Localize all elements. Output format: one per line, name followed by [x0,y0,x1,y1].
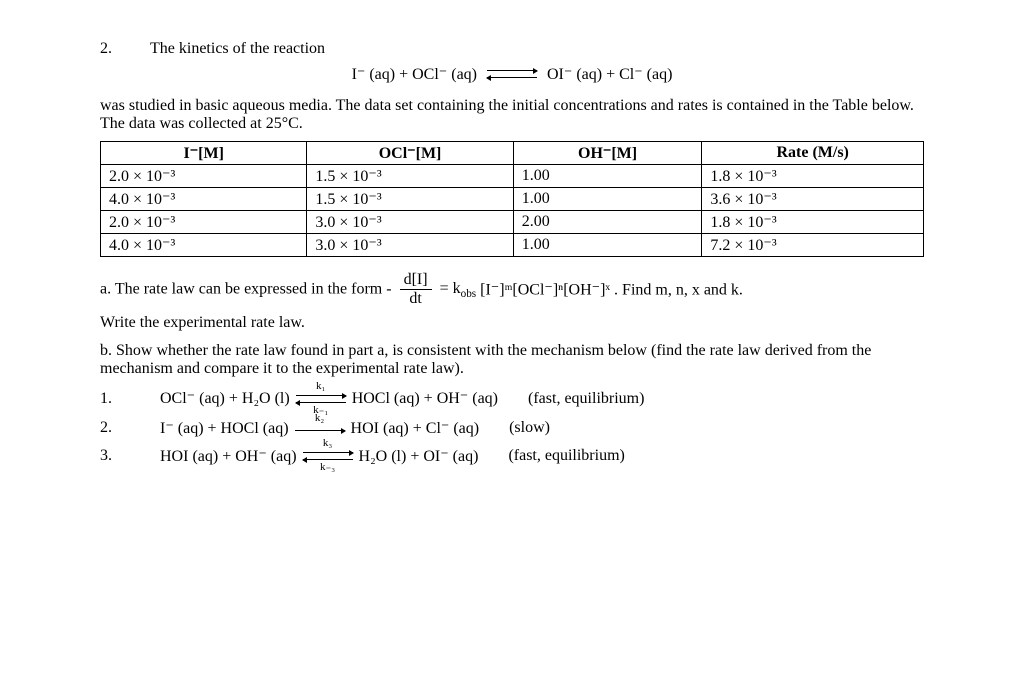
derivative-fraction: d[I] dt [400,271,432,308]
mechanism-step-number: 1. [100,390,160,408]
mechanism-left: OCl⁻ (aq) + H₂O (l) [160,390,290,407]
table-row: 4.0 × 10⁻³1.5 × 10⁻³1.003.6 × 10⁻³ [101,188,924,211]
table-cell: 3.0 × 10⁻³ [307,211,513,234]
mechanism-equation: OCl⁻ (aq) + H₂O (l) k₁k₋₁ HOCl (aq) + OH⁻ … [160,388,498,409]
table-row: 2.0 × 10⁻³3.0 × 10⁻³2.001.8 × 10⁻³ [101,211,924,234]
table-cell: 1.8 × 10⁻³ [702,211,924,234]
table-cell: 3.0 × 10⁻³ [307,234,513,257]
mechanism-list: 1.OCl⁻ (aq) + H₂O (l) k₁k₋₁ HOCl (aq) + OH… [100,388,924,467]
mechanism-right: HOCl (aq) + OH⁻ (aq) [352,390,498,407]
rate-constant-forward: k₁ [296,380,346,392]
mechanism-step: 2.I⁻ (aq) + HOCl (aq) k₂ HOI (aq) + Cl⁻ (a… [100,418,924,438]
table-cell: 1.00 [513,165,702,188]
part-a: a. The rate law can be expressed in the … [100,271,924,332]
equation-left: I⁻ (aq) + OCl⁻ (aq) [352,66,477,83]
table-cell: 7.2 × 10⁻³ [702,234,924,257]
table-cell: 1.00 [513,234,702,257]
part-b: b. Show whether the rate law found in pa… [100,342,924,378]
equilibrium-arrow-icon: k₃k₋₃ [303,447,353,467]
main-equation: I⁻ (aq) + OCl⁻ (aq) OI⁻ (aq) + Cl⁻ (aq) [100,64,924,85]
mechanism-note: (fast, equilibrium) [528,390,644,408]
mechanism-equation: HOI (aq) + OH⁻ (aq) k₃k₋₃ H₂O (l) + OI⁻ (a… [160,446,478,467]
table-header: Rate (M/s) [702,142,924,165]
table-cell: 2.0 × 10⁻³ [101,211,307,234]
mechanism-step: 3.HOI (aq) + OH⁻ (aq) k₃k₋₃ H₂O (l) + OI⁻ … [100,446,924,467]
rate-constant-forward: k₃ [303,437,353,449]
equals-k: = kobs [440,280,477,297]
mechanism-left: HOI (aq) + OH⁻ (aq) [160,448,297,465]
table-cell: 1.5 × 10⁻³ [307,165,513,188]
table-cell: 1.5 × 10⁻³ [307,188,513,211]
problem-header: 2. The kinetics of the reaction [100,40,924,58]
intro-paragraph: was studied in basic aqueous media. The … [100,97,924,133]
rate-constant-forward: k₂ [295,412,345,424]
mechanism-step: 1.OCl⁻ (aq) + H₂O (l) k₁k₋₁ HOCl (aq) + OH… [100,388,924,409]
part-a-line2: Write the experimental rate law. [100,314,924,332]
part-a-lead: a. The rate law can be expressed in the … [100,281,386,298]
table-cell: 1.8 × 10⁻³ [702,165,924,188]
mechanism-equation: I⁻ (aq) + HOCl (aq) k₂ HOI (aq) + Cl⁻ (aq) [160,418,479,438]
fraction-denominator: dt [400,290,432,308]
mechanism-note: (slow) [509,419,550,437]
problem-title: The kinetics of the reaction [150,40,325,58]
equation-right: OI⁻ (aq) + Cl⁻ (aq) [547,66,672,83]
table-cell: 4.0 × 10⁻³ [101,234,307,257]
table-header: I⁻[M] [101,142,307,165]
data-table: I⁻[M]OCl⁻[M]OH⁻[M]Rate (M/s) 2.0 × 10⁻³1… [100,141,924,257]
forward-arrow-icon: k₂ [295,422,345,436]
rate-expression-tail: [I⁻]ᵐ[OCl⁻]ⁿ[OH⁻]ˣ . Find m, n, x and k. [480,282,743,299]
table-cell: 2.00 [513,211,702,234]
minus-sign: - [386,281,395,298]
mechanism-right: HOI (aq) + Cl⁻ (aq) [351,420,480,437]
table-cell: 3.6 × 10⁻³ [702,188,924,211]
table-header: OH⁻[M] [513,142,702,165]
equilibrium-arrow-icon: k₁k₋₁ [296,390,346,410]
table-row: 2.0 × 10⁻³1.5 × 10⁻³1.001.8 × 10⁻³ [101,165,924,188]
mechanism-step-number: 2. [100,419,160,437]
rate-constant-reverse: k₋₃ [303,460,353,473]
problem-number: 2. [100,40,150,58]
mechanism-right: H₂O (l) + OI⁻ (aq) [359,448,479,465]
table-header: OCl⁻[M] [307,142,513,165]
table-cell: 2.0 × 10⁻³ [101,165,307,188]
equilibrium-arrow-icon [487,65,537,85]
mechanism-note: (fast, equilibrium) [508,447,624,465]
table-row: 4.0 × 10⁻³3.0 × 10⁻³1.007.2 × 10⁻³ [101,234,924,257]
fraction-numerator: d[I] [400,271,432,290]
mechanism-left: I⁻ (aq) + HOCl (aq) [160,420,289,437]
table-cell: 4.0 × 10⁻³ [101,188,307,211]
mechanism-step-number: 3. [100,447,160,465]
table-cell: 1.00 [513,188,702,211]
